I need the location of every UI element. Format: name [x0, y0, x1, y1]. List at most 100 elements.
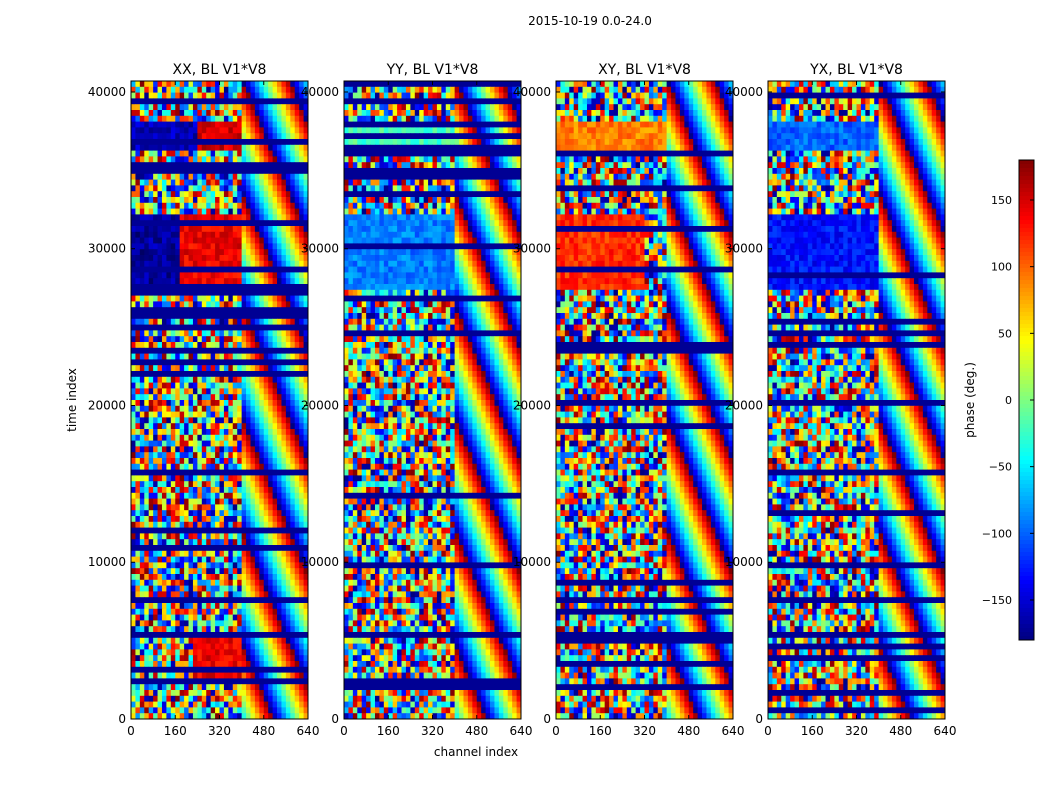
- heatmap-cell: [153, 632, 158, 639]
- heatmap-cell: [192, 185, 198, 192]
- heatmap-cell: [161, 400, 167, 407]
- heatmap-cell: [175, 394, 181, 401]
- heatmap-cell: [175, 429, 181, 436]
- heatmap-cell: [299, 545, 304, 552]
- heatmap-cell: [166, 272, 172, 279]
- heatmap-cell: [153, 365, 158, 372]
- heatmap-cell: [281, 579, 287, 586]
- heatmap-cell: [490, 81, 495, 88]
- heatmap-cell: [135, 626, 141, 633]
- heatmap-cell: [210, 104, 216, 111]
- heatmap-cell: [188, 487, 194, 494]
- heatmap-cell: [272, 220, 278, 227]
- heatmap-cell: [135, 191, 141, 198]
- heatmap-cell: [139, 649, 145, 656]
- heatmap-cell: [254, 347, 260, 354]
- heatmap-cell: [184, 115, 189, 122]
- heatmap-cell: [237, 266, 243, 273]
- heatmap-cell: [215, 342, 220, 349]
- heatmap-cell: [423, 110, 429, 117]
- heatmap-cell: [237, 185, 243, 192]
- heatmap-cell: [246, 429, 251, 436]
- heatmap-cell: [139, 179, 145, 186]
- heatmap-cell: [188, 81, 194, 88]
- heatmap-cell: [139, 533, 145, 540]
- heatmap-cell: [277, 220, 282, 227]
- heatmap-cell: [148, 382, 154, 389]
- heatmap-cell: [277, 707, 282, 714]
- heatmap-cell: [161, 301, 167, 308]
- heatmap-cell: [254, 429, 260, 436]
- heatmap-cell: [481, 139, 486, 146]
- heatmap-cell: [184, 527, 189, 534]
- heatmap-cell: [494, 98, 500, 105]
- heatmap-cell: [223, 568, 229, 575]
- heatmap-cell: [135, 678, 141, 685]
- heatmap-cell: [153, 585, 158, 592]
- heatmap-cell: [405, 150, 411, 157]
- heatmap-cell: [184, 144, 189, 151]
- heatmap-cell: [272, 371, 278, 378]
- heatmap-cell: [259, 255, 265, 262]
- heatmap-cell: [135, 121, 141, 128]
- heatmap-cell: [246, 487, 251, 494]
- heatmap-cell: [232, 498, 238, 505]
- heatmap-cell: [237, 701, 243, 708]
- heatmap-cell: [161, 249, 167, 256]
- heatmap-cell: [153, 260, 158, 267]
- heatmap-cell: [179, 353, 185, 360]
- heatmap-cell: [281, 632, 287, 639]
- heatmap-cell: [188, 127, 194, 134]
- heatmap-cell: [148, 516, 154, 523]
- heatmap-cell: [507, 150, 513, 157]
- heatmap-cell: [215, 440, 220, 447]
- heatmap-cell: [161, 579, 167, 586]
- heatmap-cell: [490, 144, 495, 151]
- heatmap-cell: [175, 597, 181, 604]
- heatmap-cell: [206, 591, 212, 598]
- heatmap-cell: [223, 597, 229, 604]
- heatmap-cell: [259, 371, 265, 378]
- heatmap-cell: [490, 127, 495, 134]
- heatmap-cell: [290, 620, 296, 627]
- heatmap-cell: [507, 133, 513, 140]
- heatmap-cell: [161, 115, 167, 122]
- heatmap-cell: [281, 185, 287, 192]
- heatmap-cell: [139, 620, 145, 627]
- heatmap-cell: [148, 550, 154, 557]
- heatmap-cell: [254, 562, 260, 569]
- heatmap-cell: [161, 226, 167, 233]
- heatmap-cell: [228, 504, 234, 511]
- heatmap-cell: [206, 191, 212, 198]
- heatmap-cell: [237, 214, 243, 221]
- heatmap-cell: [281, 446, 287, 453]
- heatmap-cell: [241, 284, 247, 291]
- heatmap-cell: [153, 400, 158, 407]
- heatmap-cell: [246, 110, 251, 117]
- heatmap-cell: [161, 318, 167, 325]
- heatmap-cell: [268, 359, 273, 366]
- heatmap-cell: [192, 516, 198, 523]
- x-tick-label: 480: [252, 724, 275, 738]
- heatmap-cell: [175, 260, 181, 267]
- heatmap-cell: [299, 620, 304, 627]
- heatmap-cell: [184, 649, 189, 656]
- heatmap-cell: [215, 220, 220, 227]
- heatmap-cell: [277, 371, 282, 378]
- heatmap-cell: [370, 139, 376, 146]
- heatmap-cell: [223, 429, 229, 436]
- heatmap-cell: [246, 150, 251, 157]
- heatmap-cell: [139, 591, 145, 598]
- heatmap-cell: [144, 86, 150, 93]
- heatmap-cell: [490, 98, 495, 105]
- heatmap-cell: [184, 121, 189, 128]
- heatmap-cell: [157, 115, 163, 122]
- heatmap-cell: [192, 690, 198, 697]
- heatmap-cell: [188, 423, 194, 430]
- heatmap-cell: [277, 313, 282, 320]
- heatmap-cell: [228, 539, 234, 546]
- heatmap-cell: [241, 295, 247, 302]
- heatmap-cell: [294, 371, 300, 378]
- heatmap-cell: [268, 260, 273, 267]
- heatmap-cell: [232, 301, 238, 308]
